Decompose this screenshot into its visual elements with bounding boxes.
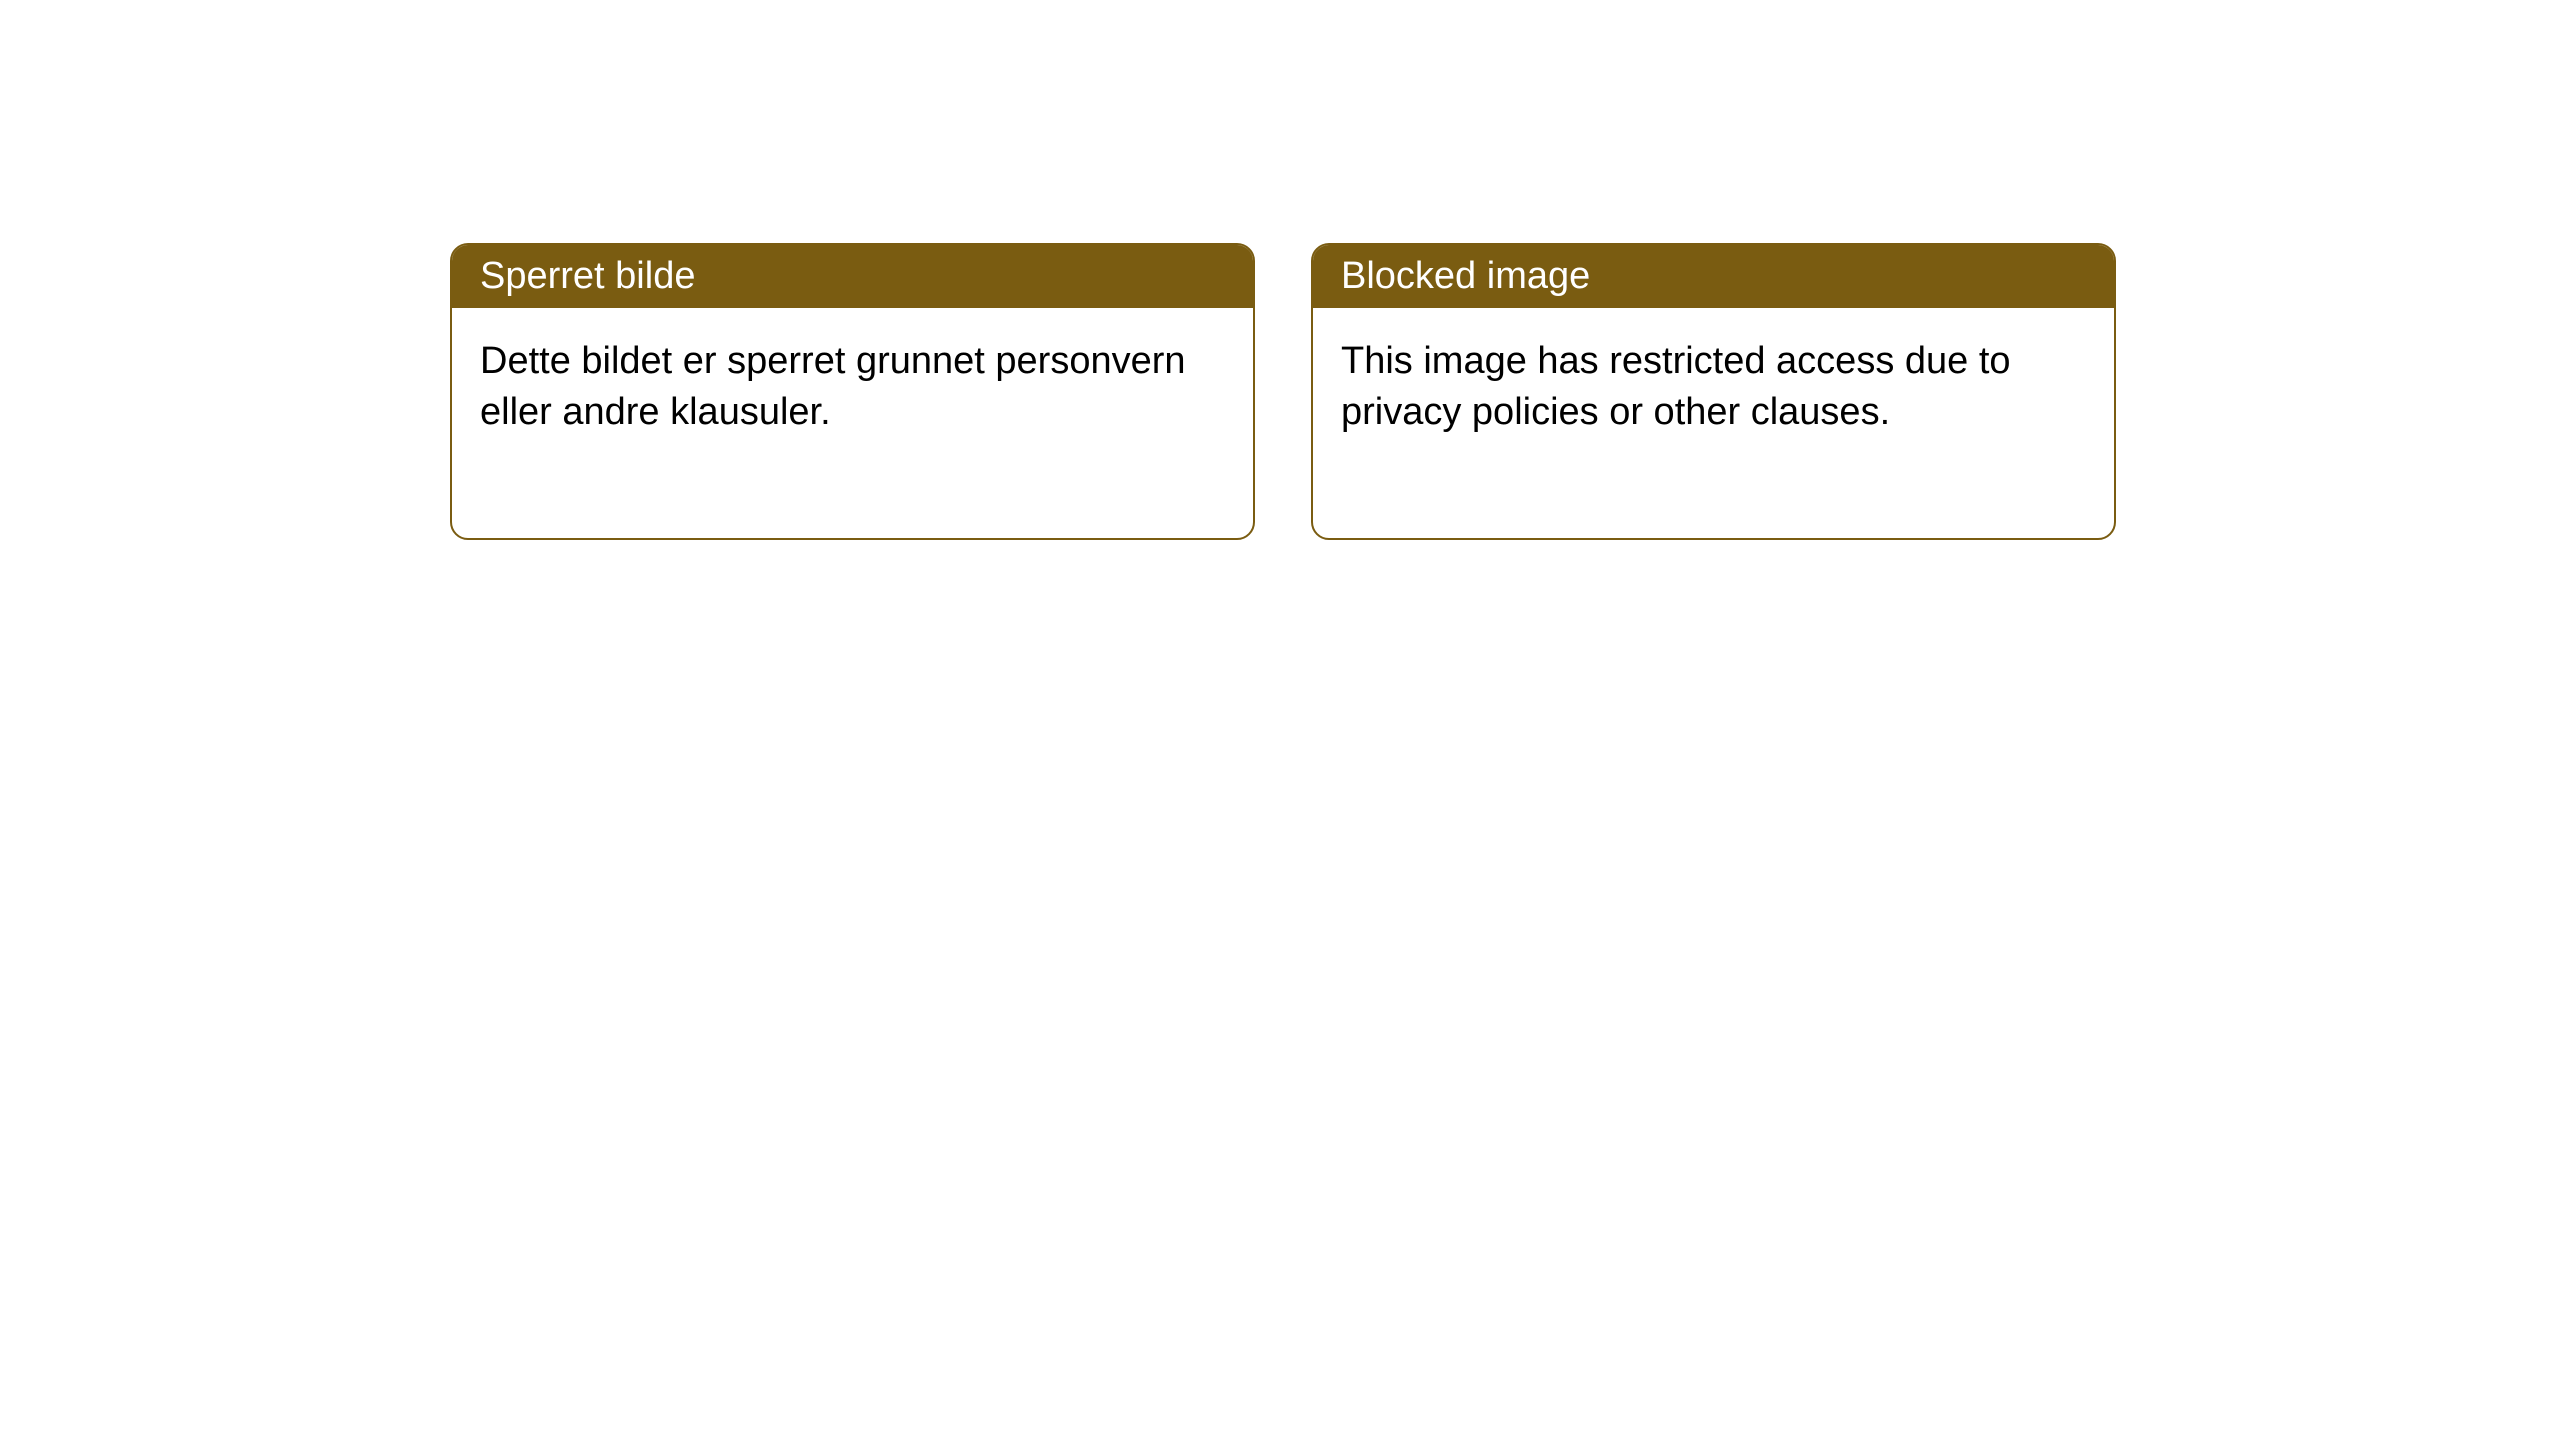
notice-header-english: Blocked image (1313, 245, 2114, 308)
notice-body-norwegian: Dette bildet er sperret grunnet personve… (452, 308, 1253, 538)
notice-message: Dette bildet er sperret grunnet personve… (480, 340, 1186, 433)
notice-card-norwegian: Sperret bilde Dette bildet er sperret gr… (450, 243, 1255, 540)
notice-message: This image has restricted access due to … (1341, 340, 2011, 433)
notice-title: Sperret bilde (480, 255, 695, 297)
notice-container: Sperret bilde Dette bildet er sperret gr… (0, 0, 2560, 540)
notice-title: Blocked image (1341, 255, 1590, 297)
notice-header-norwegian: Sperret bilde (452, 245, 1253, 308)
notice-card-english: Blocked image This image has restricted … (1311, 243, 2116, 540)
notice-body-english: This image has restricted access due to … (1313, 308, 2114, 538)
